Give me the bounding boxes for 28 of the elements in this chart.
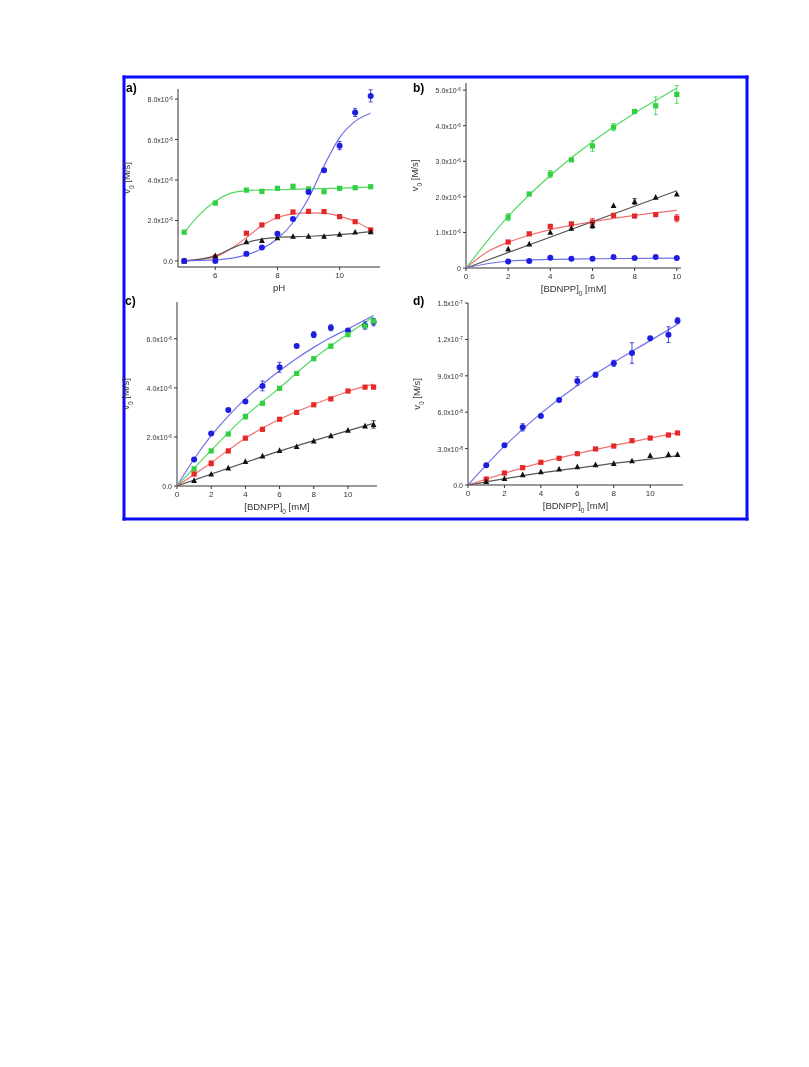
- x-axis-title: [BDNPP]$_{0}$ [mM]: [540, 283, 607, 297]
- x-tick-label: 10: [672, 272, 682, 281]
- x-tick-label: 0: [465, 489, 471, 498]
- x-tick-label: 4: [548, 272, 554, 281]
- x-tick-label: 10: [645, 489, 656, 498]
- chart-title: c): [125, 294, 136, 308]
- chart-title: d): [413, 294, 425, 308]
- x-tick-label: 8: [611, 489, 617, 498]
- chart-title: a): [126, 81, 137, 95]
- x-axis-title: pH: [272, 282, 286, 293]
- chart-title: b): [413, 81, 425, 95]
- x-axis-title: [BDNPP]$_{0}$ [mM]: [542, 500, 609, 514]
- x-tick-label: 8: [311, 490, 317, 499]
- x-tick-label: 8: [275, 271, 281, 280]
- x-tick-label: 6: [277, 490, 283, 499]
- x-tick-label: 10: [343, 490, 353, 499]
- x-tick-label: 6: [590, 272, 596, 281]
- x-tick-label: 2: [502, 489, 508, 498]
- x-tick-label: 6: [575, 489, 581, 498]
- x-axis-title: [BDNPP]$_{0}$ [mM]: [244, 501, 310, 515]
- x-tick-label: 6: [213, 271, 219, 280]
- x-tick-label: 2: [208, 490, 214, 499]
- x-tick-label: 8: [632, 272, 638, 281]
- x-tick-label: 4: [243, 490, 249, 499]
- x-tick-label: 2: [505, 272, 511, 281]
- x-tick-label: 0: [174, 490, 180, 499]
- x-tick-label: 4: [538, 489, 544, 498]
- x-tick-label: 10: [335, 271, 345, 280]
